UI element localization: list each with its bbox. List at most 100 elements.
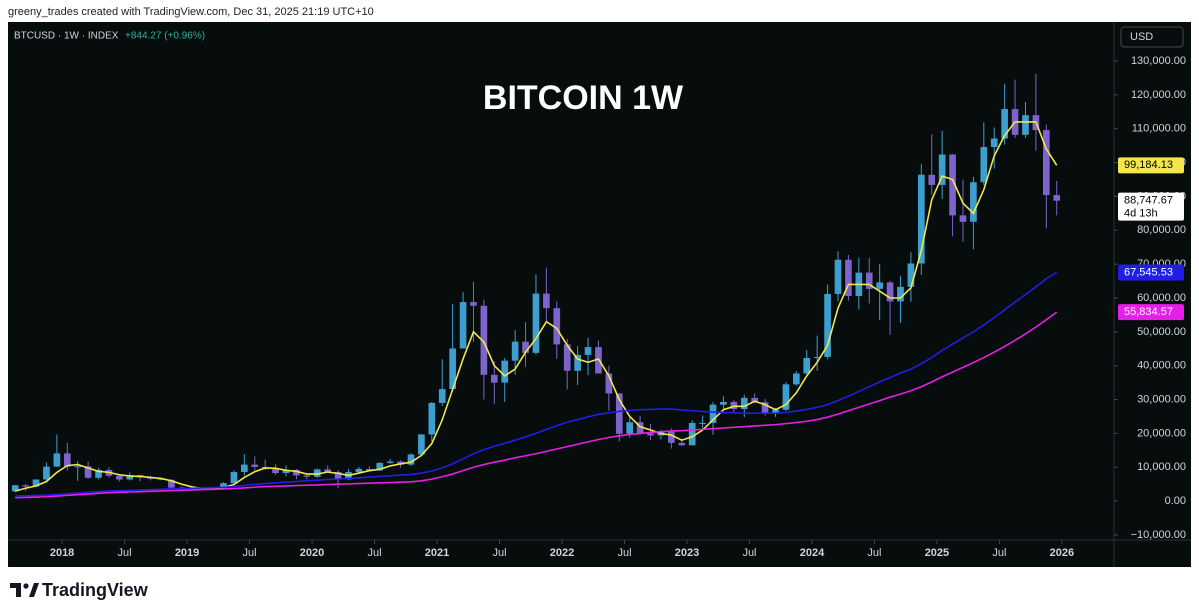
candle-body: [334, 472, 342, 480]
brand: TradingView: [42, 580, 149, 600]
x-tick-label: 2018: [50, 547, 74, 559]
candle-body: [522, 341, 529, 353]
candle-body: [615, 393, 623, 434]
price-label-box: [1118, 264, 1184, 281]
candle-body: [116, 475, 123, 480]
candle-body: [907, 263, 915, 287]
y-tick-label: 130,000.00: [1131, 55, 1186, 67]
candle-body: [834, 259, 842, 294]
candle-body: [980, 146, 988, 183]
candle-body: [355, 468, 363, 473]
candle-body: [272, 468, 279, 474]
price-label: 99,184.13: [1124, 159, 1173, 171]
y-tick-label: −10,000.00: [1131, 529, 1186, 541]
candle-body: [532, 293, 540, 353]
price-label-box: [1118, 157, 1184, 174]
candle-body: [188, 488, 196, 490]
candle-body: [928, 174, 936, 185]
candle-body: [803, 357, 811, 374]
candle-body: [897, 286, 904, 302]
candle-body: [772, 409, 779, 414]
candle-body: [709, 404, 717, 423]
candle-body: [1053, 195, 1061, 201]
currency-button[interactable]: [1120, 26, 1184, 48]
candle-body: [313, 469, 321, 477]
x-tick-label: 2023: [675, 547, 699, 559]
price-change: +844.27 (+0.96%): [125, 31, 205, 42]
y-tick-label: 80,000.00: [1137, 224, 1186, 236]
x-tick-label: 2026: [1050, 547, 1074, 559]
candle-body: [782, 384, 790, 410]
x-tick-label: Jul: [492, 547, 506, 559]
candle-body: [480, 305, 488, 375]
x-tick-label: 2022: [550, 547, 574, 559]
candle-body: [886, 282, 894, 302]
candle-body: [845, 259, 852, 296]
candle-body: [636, 422, 644, 434]
candle-body: [251, 464, 259, 467]
candle-body: [584, 347, 592, 355]
candle-body: [917, 174, 925, 264]
axes: 130,000.00120,000.00110,000.00100,000.00…: [50, 55, 1186, 559]
candle-body: [418, 434, 425, 455]
candle-body: [647, 433, 654, 436]
candle-body: [63, 453, 71, 467]
price-label: 67,545.53: [1124, 266, 1173, 278]
symbol-info: BTCUSD · 1W · INDEX: [14, 31, 119, 42]
y-tick-label: 120,000.00: [1131, 89, 1186, 101]
x-tick-label: 2021: [425, 547, 449, 559]
candle-body: [11, 485, 19, 492]
candle-body: [501, 360, 509, 383]
y-tick-label: 40,000.00: [1137, 360, 1186, 372]
candle-body: [95, 469, 102, 478]
candle-body: [959, 215, 967, 222]
x-tick-label: 2019: [175, 547, 199, 559]
countdown-label: 4d 13h: [1124, 208, 1158, 220]
candle-body: [241, 464, 248, 473]
candle-body: [428, 402, 436, 435]
x-tick-label: Jul: [992, 547, 1006, 559]
candle-body: [1022, 115, 1029, 135]
candle-body: [74, 466, 82, 468]
candle-body: [865, 272, 873, 289]
candle-body: [668, 431, 675, 443]
x-tick-label: 2025: [925, 547, 949, 559]
x-tick-label: Jul: [617, 547, 631, 559]
candle-body: [459, 302, 467, 349]
candle-body: [293, 469, 300, 476]
candle-body: [230, 472, 238, 484]
candle-body: [688, 422, 696, 446]
candle-body: [22, 485, 29, 487]
candle-body: [53, 453, 61, 467]
candle-body: [793, 373, 800, 385]
x-tick-label: Jul: [867, 547, 881, 559]
candle-body: [32, 479, 40, 487]
candle-body: [220, 483, 227, 488]
x-tick-label: 2020: [300, 547, 324, 559]
candle-body: [813, 356, 821, 358]
candle-body: [470, 302, 477, 306]
attribution: greeny_trades created with TradingView.c…: [8, 6, 374, 18]
candle-body: [824, 293, 831, 357]
x-tick-label: Jul: [742, 547, 756, 559]
plot-area: [11, 73, 1061, 499]
candle-body: [490, 374, 498, 383]
moving-average-line: [15, 311, 1058, 499]
y-tick-label: 50,000.00: [1137, 326, 1186, 338]
candle-body: [970, 182, 977, 222]
y-tick-label: 20,000.00: [1137, 427, 1186, 439]
y-tick-label: 10,000.00: [1137, 461, 1186, 473]
candle-body: [876, 282, 883, 289]
candle-body: [699, 422, 706, 424]
candle-body: [720, 401, 727, 405]
candle-body: [168, 479, 175, 488]
chart-title: BITCOIN 1W: [483, 79, 684, 117]
moving-average-line: [15, 121, 1058, 492]
last-price-label: 88,747.67: [1124, 195, 1173, 207]
candle-body: [438, 389, 446, 403]
currency-label: USD: [1130, 31, 1153, 43]
last-price-box: [1118, 192, 1184, 221]
moving-average-line: [15, 271, 1058, 497]
candle-body: [751, 397, 759, 403]
